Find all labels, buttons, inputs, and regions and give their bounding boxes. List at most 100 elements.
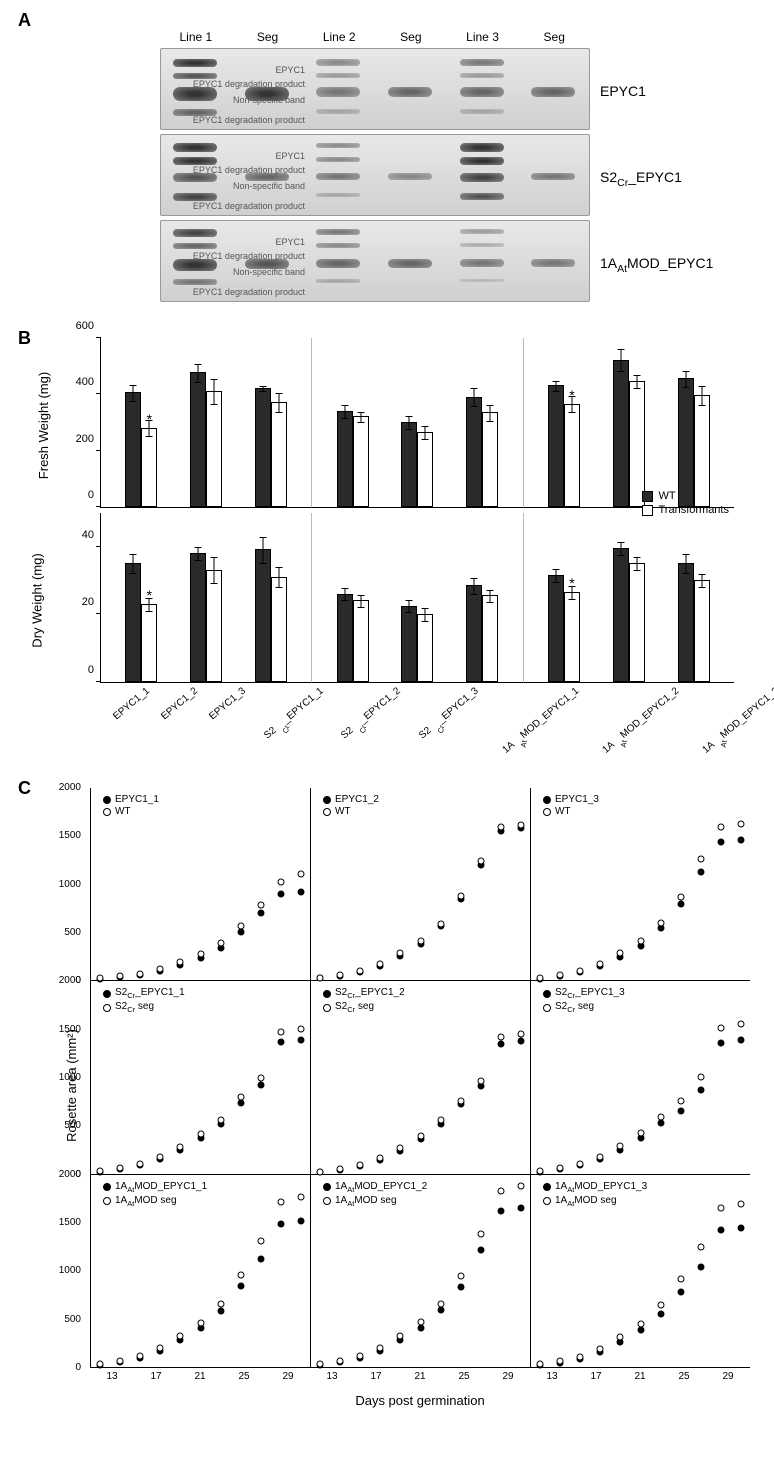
data-point (518, 1031, 525, 1038)
data-point (518, 1183, 525, 1190)
bar-row-0: Fresh Weight (mg)0200400600** (100, 338, 734, 508)
bar-wt (401, 422, 417, 507)
data-point (697, 1087, 704, 1094)
bar-tf (271, 402, 287, 507)
data-point (577, 967, 584, 974)
bar-subplot: 02040* (100, 513, 311, 683)
bar-tf (629, 563, 645, 682)
x-label: 1AAtMOD_EPYC1_1 (500, 683, 585, 757)
data-point (257, 1256, 264, 1263)
bar-tf: * (141, 428, 157, 507)
panel-a-label: A (18, 10, 31, 31)
data-point (116, 973, 123, 980)
data-point (617, 1334, 624, 1341)
data-point (298, 1193, 305, 1200)
data-point (217, 939, 224, 946)
scatter-plot: S2Cr_EPYC1_3S2Cr seg (530, 981, 750, 1174)
data-point (217, 1116, 224, 1123)
data-point (477, 858, 484, 865)
scatter-legend: 1AAtMOD_EPYC1_21AAtMOD seg (323, 1181, 427, 1209)
gel-right-label: EPYC1 (600, 83, 730, 99)
bar-wt (190, 553, 206, 682)
panel-b-xlabels: EPYC1_1EPYC1_2EPYC1_3S2Cr_EPYC1_1S2Cr_EP… (100, 683, 734, 696)
data-point (697, 1263, 704, 1270)
data-point (677, 1276, 684, 1283)
bar-tf (353, 600, 369, 682)
significance-star: * (569, 575, 574, 591)
bar-subplot: * (523, 338, 734, 508)
data-point (677, 893, 684, 900)
bar-wt (613, 360, 629, 507)
data-point (336, 1358, 343, 1365)
gel-header: Seg (518, 30, 590, 44)
data-point (477, 1231, 484, 1238)
bar-row-1: Dry Weight (mg)02040** (100, 513, 734, 683)
bar-tf (271, 577, 287, 682)
gel-right-label: 1AAtMOD_EPYC1 (600, 255, 730, 275)
bar-group (613, 548, 645, 682)
data-point (657, 1302, 664, 1309)
bar-subplot: * (523, 513, 734, 683)
data-point (257, 1082, 264, 1089)
data-point (457, 1284, 464, 1291)
data-point (437, 1307, 444, 1314)
data-point (738, 820, 745, 827)
data-point (518, 821, 525, 828)
bar-tf (206, 570, 222, 682)
data-point (556, 1358, 563, 1365)
bar-wt (678, 378, 694, 507)
data-point (457, 1272, 464, 1279)
data-point (237, 1093, 244, 1100)
bar-tf (417, 614, 433, 682)
legend-wt: WT (658, 490, 675, 502)
data-point (217, 1308, 224, 1315)
scatter-legend: 1AAtMOD_EPYC1_31AAtMOD seg (543, 1181, 647, 1209)
data-point (177, 1333, 184, 1340)
data-point (498, 824, 505, 831)
bar-wt (548, 575, 564, 682)
data-point (377, 960, 384, 967)
data-point (437, 920, 444, 927)
data-point (617, 950, 624, 957)
data-point (397, 1144, 404, 1151)
data-point (577, 1161, 584, 1168)
data-point (657, 1310, 664, 1317)
data-point (137, 970, 144, 977)
data-point (298, 870, 305, 877)
gel-container: Line 1SegLine 2SegLine 3Seg EPYC1EPYC1 d… (160, 30, 590, 302)
data-point (417, 1318, 424, 1325)
panel-a: A Line 1SegLine 2SegLine 3Seg EPYC1EPYC1… (10, 10, 764, 320)
data-point (417, 1132, 424, 1139)
data-point (397, 1332, 404, 1339)
data-point (597, 960, 604, 967)
x-label: S2Cr_EPYC1_2 (340, 683, 408, 743)
data-point (556, 972, 563, 979)
x-label: EPYC1_3 (207, 683, 252, 724)
bar-tf (482, 412, 498, 507)
bar-tf (417, 432, 433, 507)
bar-group (337, 594, 369, 682)
x-label: 1AAtMOD_EPYC1_3 (700, 683, 774, 757)
bar-group (255, 549, 287, 682)
bar-wt (613, 548, 629, 682)
data-point (718, 1039, 725, 1046)
bar-wt (401, 606, 417, 683)
data-point (298, 1037, 305, 1044)
bar-wt (125, 563, 141, 682)
data-point (677, 1289, 684, 1296)
bar-group (337, 411, 369, 507)
data-point (377, 1154, 384, 1161)
bar-wt (466, 397, 482, 508)
y-axis-title: Fresh Weight (mg) (36, 372, 51, 479)
data-point (197, 1319, 204, 1326)
data-point (677, 1108, 684, 1115)
scatter-plot: 1AAtMOD_EPYC1_31AAtMOD seg (530, 1175, 750, 1368)
data-point (278, 1198, 285, 1205)
bar-tf (694, 580, 710, 682)
data-point (697, 1243, 704, 1250)
data-point (137, 1352, 144, 1359)
data-point (738, 1200, 745, 1207)
data-point (257, 902, 264, 909)
scatter-legend: EPYC1_2WT (323, 794, 379, 818)
data-point (518, 1037, 525, 1044)
